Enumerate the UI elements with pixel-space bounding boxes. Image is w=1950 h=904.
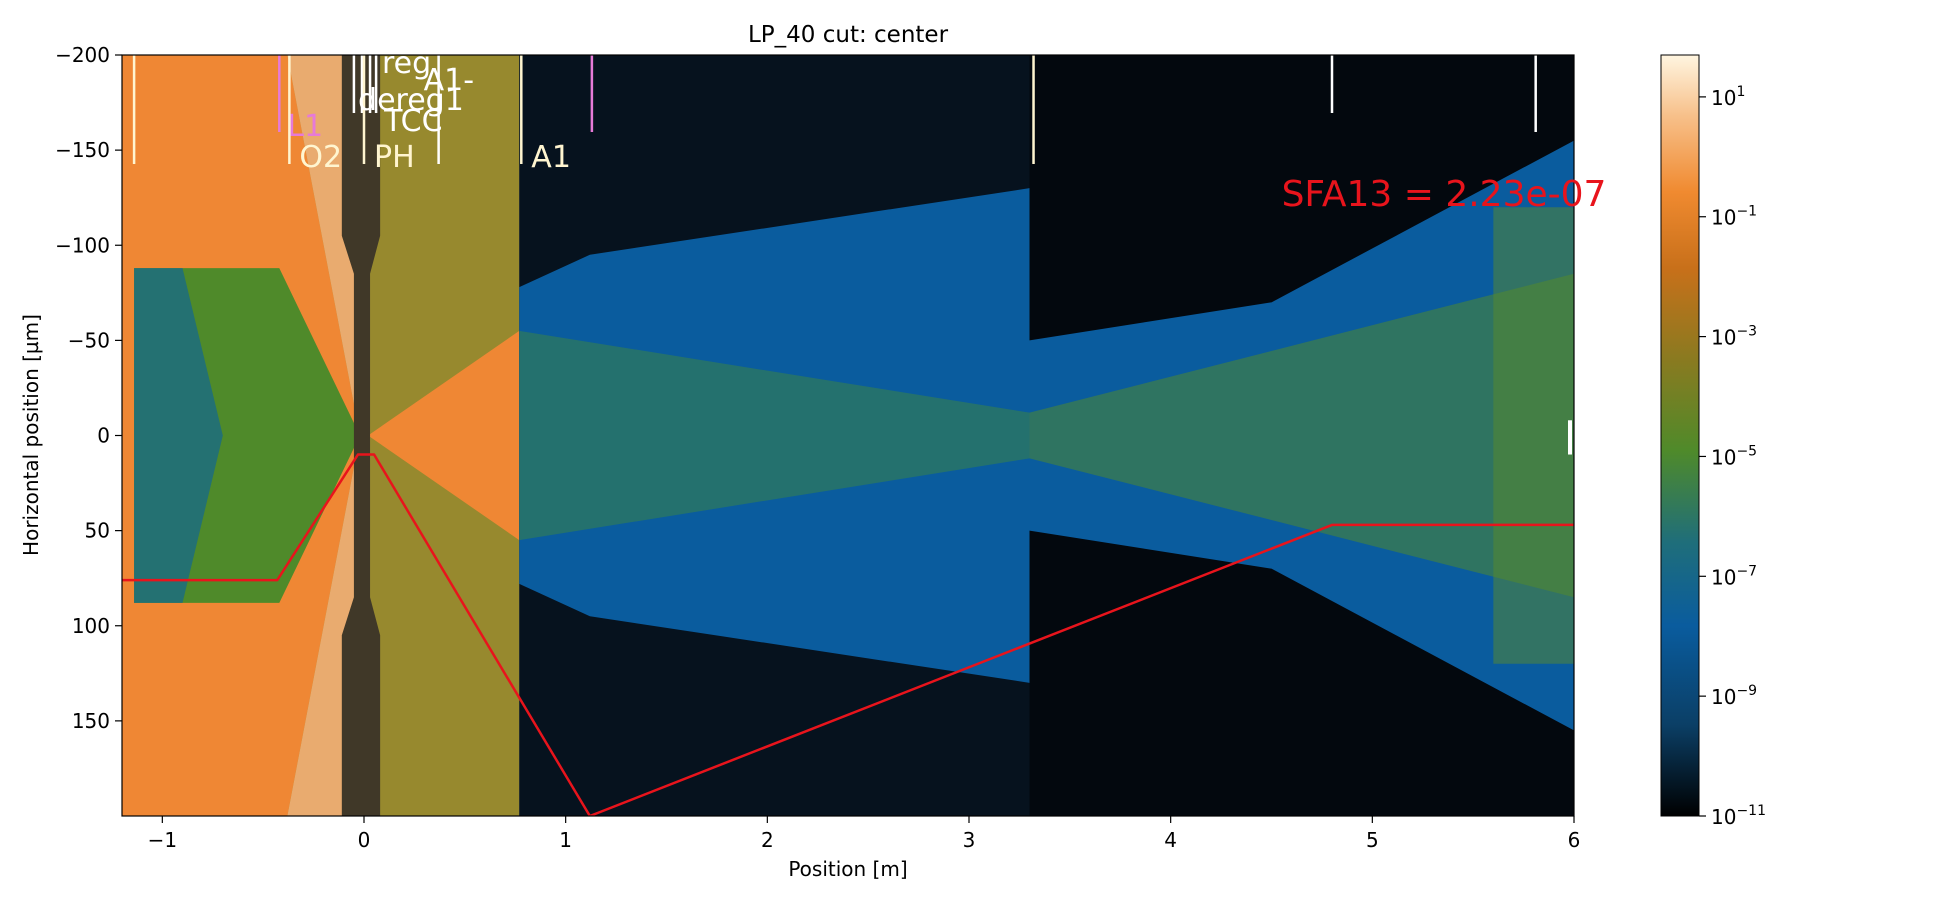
colorbar-tick-label-5: 10−9 bbox=[1711, 683, 1757, 709]
element-label-a1-8: A1- bbox=[424, 63, 474, 98]
y-tick-label-5: 50 bbox=[85, 519, 110, 543]
heat-region-left-core bbox=[134, 268, 223, 603]
sfa-annotation: SFA13 = 2.23e-07 bbox=[1282, 174, 1607, 215]
heat-region-center-glow bbox=[287, 55, 360, 816]
y-tick-label-0: −200 bbox=[55, 43, 110, 67]
heat-region-pinhole-block bbox=[341, 55, 381, 816]
element-label-o2-2: O2 bbox=[299, 140, 342, 175]
x-tick-label-5: 4 bbox=[1164, 828, 1177, 852]
x-tick-label-0: −1 bbox=[148, 828, 177, 852]
element-label-a1-9: A1 bbox=[531, 140, 571, 175]
y-tick-label-7: 150 bbox=[72, 709, 110, 733]
x-tick-label-2: 1 bbox=[559, 828, 572, 852]
heat-region-beam-mid-core bbox=[519, 330, 1030, 541]
colorbar-tick-label-0: 101 bbox=[1711, 84, 1745, 110]
element-label-tcc-7: TCC bbox=[383, 104, 442, 139]
heat-region-beam-edge bbox=[1493, 207, 1574, 664]
colorbar-tick-label-4: 10−7 bbox=[1711, 563, 1757, 589]
x-tick-label-7: 6 bbox=[1568, 828, 1581, 852]
x-tick-label-1: 0 bbox=[358, 828, 371, 852]
y-tick-label-1: −150 bbox=[55, 138, 110, 162]
x-tick-label-4: 3 bbox=[963, 828, 976, 852]
y-tick-label-6: 100 bbox=[72, 614, 110, 638]
y-tick-label-3: −50 bbox=[68, 328, 110, 352]
y-tick-label-4: 0 bbox=[97, 424, 110, 448]
element-label-reg-4: reg bbox=[382, 46, 431, 81]
colorbar-tick-label-2: 10−3 bbox=[1711, 324, 1757, 350]
y-tick-label-2: −100 bbox=[55, 233, 110, 257]
y-axis-label: Horizontal position [µm] bbox=[19, 314, 43, 556]
x-axis-label: Position [m] bbox=[788, 857, 907, 881]
element-label-ph-5: PH bbox=[374, 140, 415, 175]
colorbar-tick-label-3: 10−5 bbox=[1711, 443, 1757, 469]
colorbar-tick-label-1: 10−1 bbox=[1711, 204, 1757, 230]
x-tick-label-6: 5 bbox=[1366, 828, 1379, 852]
heat-region-beam-right-core bbox=[1029, 273, 1574, 598]
x-tick-label-3: 2 bbox=[761, 828, 774, 852]
element-label-l1-1: L1 bbox=[287, 109, 323, 144]
colorbar-tick-label-6: 10−11 bbox=[1711, 803, 1766, 829]
overlay-red-line bbox=[122, 453, 1574, 816]
colorbar bbox=[1660, 54, 1700, 817]
chart-title: LP_40 cut: center bbox=[748, 22, 949, 48]
